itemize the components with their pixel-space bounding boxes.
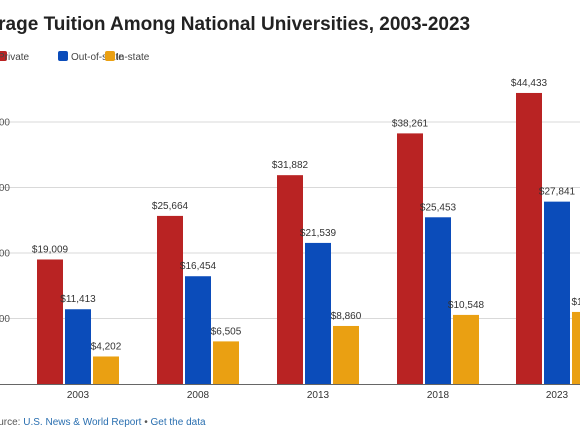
get-the-data-link[interactable]: Get the data <box>150 417 206 428</box>
value-label: $21,539 <box>300 228 337 239</box>
source-name-link[interactable]: U.S. News & World Report <box>23 417 142 428</box>
y-tick-label: $20,000 <box>0 249 10 260</box>
value-label: $16,454 <box>180 261 217 272</box>
bar-in-state-2018 <box>453 314 479 384</box>
value-label: $8,860 <box>331 311 362 322</box>
bar-private-2003 <box>37 259 63 384</box>
value-label: $4,202 <box>91 341 122 352</box>
bar-private-2018 <box>397 133 423 384</box>
source-prefix: Source: <box>0 417 21 428</box>
bar-in-state-2013 <box>333 325 359 384</box>
bar-out-of-state-2008 <box>185 276 211 384</box>
value-label: $44,433 <box>511 78 548 89</box>
value-label: $27,841 <box>539 187 576 198</box>
y-tick-label: $40,000 <box>0 118 10 129</box>
value-label: $38,261 <box>392 118 429 129</box>
y-tick-label: $30,000 <box>0 183 10 194</box>
value-label: $25,664 <box>152 201 189 212</box>
chart-title: Average Tuition Among National Universit… <box>0 14 471 35</box>
bar-out-of-state-2013 <box>305 242 331 384</box>
x-tick-label: 2008 <box>187 390 210 401</box>
legend-swatch-private <box>0 51 7 61</box>
legend-swatch-out-of-state <box>58 51 68 61</box>
bar-out-of-state-2023 <box>544 201 570 384</box>
bar-private-2008 <box>157 215 183 384</box>
legend-label-out-of-state: Out-of-state <box>71 52 124 63</box>
bar-out-of-state-2018 <box>425 217 451 384</box>
x-tick-label: 2013 <box>307 390 330 401</box>
x-tick-label: 2003 <box>67 390 90 401</box>
x-tick-label: 2018 <box>427 390 450 401</box>
bar-in-state-2023 <box>572 311 580 384</box>
value-label: $11,413 <box>60 294 96 305</box>
y-tick-label: $10,000 <box>0 314 10 325</box>
legend-label-private: Private <box>0 52 30 63</box>
value-label: $25,453 <box>420 202 457 213</box>
bar-in-state-2003 <box>93 356 119 384</box>
legend-label-in-state: In-state <box>116 52 150 63</box>
bar-private-2023 <box>516 92 542 384</box>
source-line: Source: U.S. News & World Report • Get t… <box>0 417 206 428</box>
value-label: $10,548 <box>448 300 485 311</box>
x-tick-label: 2023 <box>546 390 569 401</box>
bar-in-state-2008 <box>213 341 239 384</box>
source-separator: • <box>141 417 151 428</box>
value-label: $31,882 <box>272 160 309 171</box>
legend-swatch-in-state <box>105 51 115 61</box>
bars: $19,009 $11,413 $4,202 2003 $25,664 $16,454 $6… <box>32 78 580 401</box>
value-label: $11,... <box>571 297 580 308</box>
bar-private-2013 <box>277 175 303 384</box>
value-label: $19,009 <box>32 244 69 255</box>
bar-out-of-state-2003 <box>65 309 91 384</box>
value-label: $6,505 <box>211 326 242 337</box>
